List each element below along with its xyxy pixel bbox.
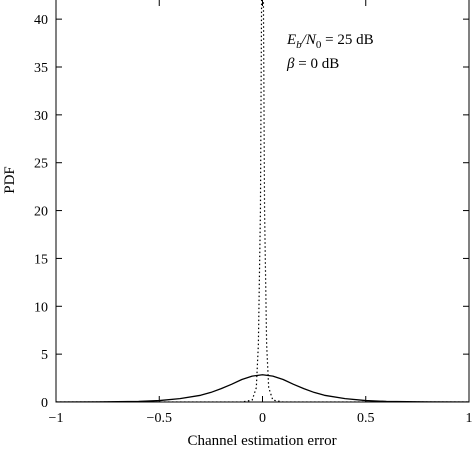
y-tick-label: 0 [41, 396, 48, 411]
x-tick-label: 0.5 [357, 411, 375, 426]
x-tick-label: 1 [466, 411, 473, 426]
annotation-beta: β = 0 dB [286, 56, 339, 72]
x-tick-label: 0 [259, 411, 266, 426]
y-tick-label: 20 [34, 205, 48, 220]
y-tick-label: 15 [34, 252, 48, 267]
y-axis-title: PDF [2, 166, 18, 194]
series-dotted-line [56, 0, 469, 402]
annotation-layer: Eb/N0 = 25 dB β = 0 dB [286, 32, 374, 72]
annotation-ebn0: Eb/N0 = 25 dB [286, 32, 374, 51]
y-tick-label: 30 [34, 109, 48, 124]
y-tick-label: 40 [34, 13, 48, 28]
y-tick-label: 10 [34, 300, 48, 315]
x-tick-label: −0.5 [147, 411, 172, 426]
series-layer [56, 0, 469, 402]
y-tick-label: 35 [34, 61, 48, 76]
y-tick-label: 5 [41, 348, 48, 363]
plot-frame [55, 0, 470, 403]
series-solid-line [56, 374, 469, 402]
x-tick-label: −1 [49, 411, 64, 426]
x-axis-title: Channel estimation error [187, 433, 336, 449]
y-tick-label: 25 [34, 157, 48, 172]
